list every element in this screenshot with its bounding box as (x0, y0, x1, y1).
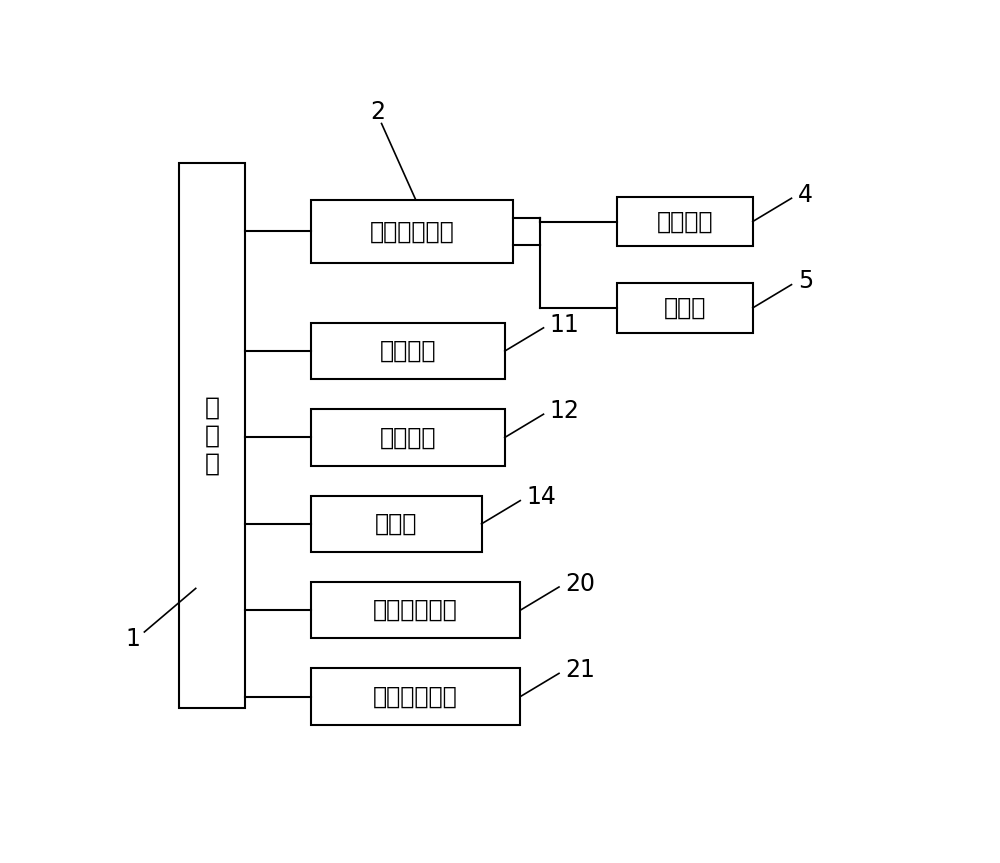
Bar (311, 200, 512, 263)
Bar (617, 283, 753, 333)
Text: 对电极: 对电极 (664, 296, 706, 320)
Bar (617, 197, 753, 247)
Text: 4: 4 (798, 183, 813, 207)
Text: 第一接近开关: 第一接近开关 (373, 598, 458, 622)
Text: 5: 5 (798, 269, 813, 293)
Text: 工作电极: 工作电极 (657, 210, 713, 234)
Text: 搅拌机构: 搅拌机构 (380, 425, 436, 450)
Text: 12: 12 (550, 399, 580, 423)
Text: 输送机构: 输送机构 (380, 339, 436, 363)
Text: 第二接近开关: 第二接近开关 (373, 684, 458, 709)
Text: 14: 14 (526, 485, 556, 509)
Text: 计
算
机: 计 算 机 (205, 396, 220, 476)
Text: 20: 20 (565, 571, 595, 595)
Text: 2: 2 (370, 99, 385, 123)
Bar (179, 163, 245, 709)
Text: 电化学工作站: 电化学工作站 (369, 219, 454, 243)
Bar (311, 323, 505, 380)
Text: 21: 21 (565, 658, 595, 682)
Bar (311, 668, 520, 725)
Text: 11: 11 (550, 312, 579, 337)
Bar (311, 495, 482, 552)
Bar (311, 409, 505, 466)
Text: 升降器: 升降器 (375, 512, 417, 536)
Bar (311, 582, 520, 639)
Text: 1: 1 (125, 627, 140, 651)
